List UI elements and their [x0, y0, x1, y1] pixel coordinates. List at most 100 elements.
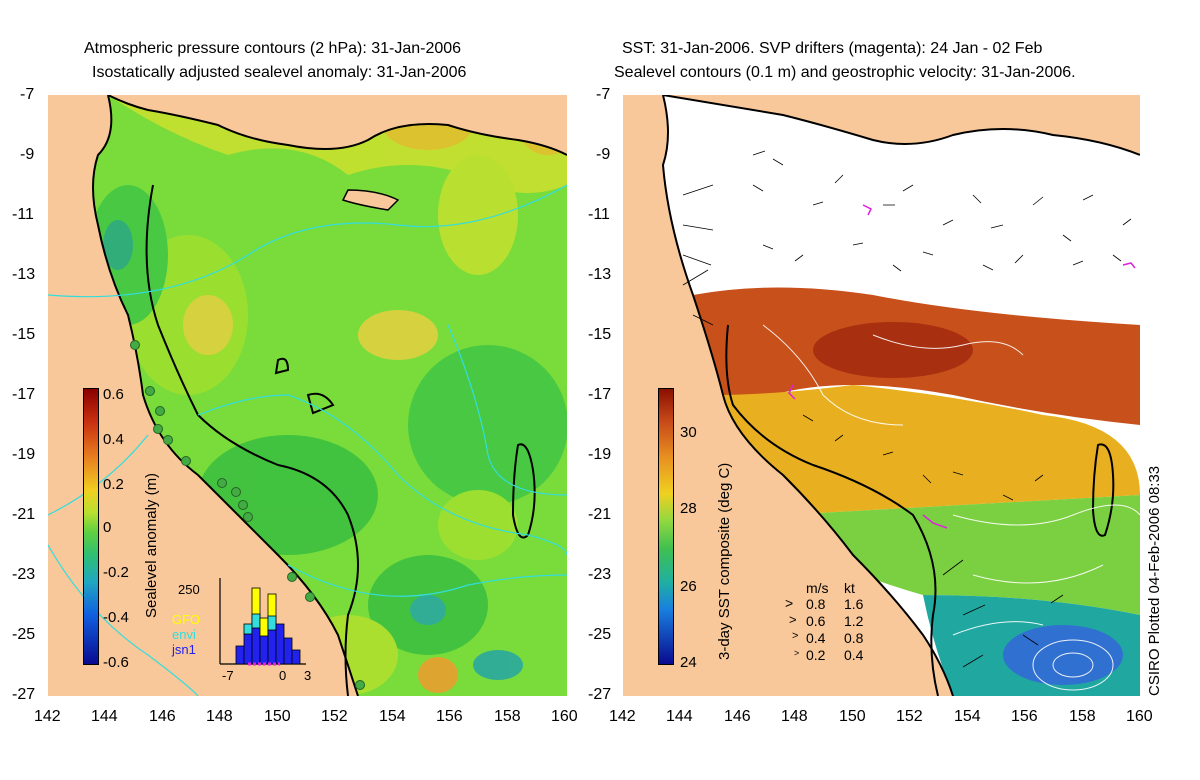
x-tick: 158	[494, 708, 521, 725]
legend-header-ms: m/s	[806, 580, 829, 596]
y-tick: -7	[596, 86, 611, 103]
hist-legend-envi: envi	[172, 627, 196, 642]
png-land	[663, 95, 1140, 155]
x-tick: 150	[839, 708, 866, 725]
y-tick: -13	[12, 266, 36, 283]
x-tick: 146	[724, 708, 751, 725]
legend-kt: 1.6	[844, 596, 864, 612]
coastline	[661, 95, 954, 696]
left-cb-label: Sealevel anomaly (m)	[143, 472, 160, 618]
right-title-line1: SST: 31-Jan-2006. SVP drifters (magenta)…	[622, 40, 1043, 57]
left-cb-tick: 0	[103, 519, 112, 536]
y-tick: -11	[588, 206, 610, 223]
left-cb-tick: 0.4	[103, 431, 124, 448]
x-tick: 156	[1011, 708, 1038, 725]
sst-mid	[713, 385, 1140, 515]
y-tick: -7	[20, 86, 35, 103]
sst-green	[783, 495, 1140, 615]
x-tick: 144	[91, 708, 118, 725]
y-tick: -9	[596, 146, 611, 163]
y-tick: -21	[588, 506, 612, 523]
y-tick: -27	[588, 686, 612, 703]
sealevel-contours	[762, 324, 1140, 691]
png-coastline	[107, 95, 567, 156]
left-cb-tick: -0.4	[103, 609, 129, 626]
y-tick: -9	[20, 146, 35, 163]
australia-land	[623, 95, 953, 696]
x-tick: 160	[1126, 708, 1153, 725]
hist-legend-jsn1: jsn1	[172, 642, 196, 657]
legend-ms: 0.6	[806, 613, 826, 629]
x-tick: 160	[551, 708, 578, 725]
legend-arrow-icon: >	[794, 648, 800, 658]
hist-ymax: 250	[178, 582, 200, 597]
shelf-contour	[725, 324, 939, 696]
legend-kt: 0.4	[844, 647, 864, 663]
solomon-islands	[341, 189, 400, 211]
credit-text: CSIRO Plotted 04-Feb-2006 08:33	[1146, 465, 1163, 696]
velocity-arrows	[682, 150, 1132, 668]
x-tick: 142	[34, 708, 61, 725]
legend-ms: 0.2	[806, 647, 826, 663]
x-tick: 152	[321, 708, 348, 725]
x-tick: 142	[609, 708, 636, 725]
left-map	[48, 95, 567, 696]
legend-arrow-icon: >	[792, 630, 799, 642]
drifters	[788, 204, 1136, 529]
left-cb-tick: 0.6	[103, 386, 124, 403]
australia-land	[48, 95, 358, 696]
x-tick: 154	[954, 708, 981, 725]
left-title-line1: Atmospheric pressure contours (2 hPa): 3…	[84, 40, 462, 57]
hist-x-label: 3	[304, 668, 312, 683]
y-tick: -11	[12, 206, 34, 223]
x-tick: 152	[896, 708, 923, 725]
right-title-line2: Sealevel contours (0.1 m) and geostrophi…	[614, 64, 1076, 81]
y-tick: -15	[588, 326, 612, 343]
hist-legend-gfo: GFO	[172, 612, 201, 627]
left-cb-tick: 0.2	[103, 476, 124, 493]
x-tick: 154	[379, 708, 406, 725]
y-tick: -19	[588, 446, 612, 463]
coastline	[92, 95, 359, 696]
y-tick: -27	[12, 686, 36, 703]
hist-x-label: -7	[222, 668, 234, 683]
left-title-line2: Isostatically adjusted sealevel anomaly:…	[92, 64, 467, 81]
legend-ms: 0.8	[806, 596, 826, 612]
tide-gauges	[130, 340, 365, 690]
legend-ms: 0.4	[806, 630, 826, 646]
y-tick: -23	[12, 566, 36, 583]
right-cb-label: 3-day SST composite (deg C)	[716, 462, 733, 660]
y-tick: -13	[588, 266, 612, 283]
y-tick: -19	[12, 446, 36, 463]
right-map	[623, 95, 1140, 696]
x-tick: 146	[149, 708, 176, 725]
x-tick: 144	[666, 708, 693, 725]
shelf-contour	[145, 184, 359, 696]
right-cb-tick: 28	[680, 500, 697, 517]
right-cb-tick: 24	[680, 654, 697, 671]
right-cb-tick: 30	[680, 424, 697, 441]
y-tick: -25	[588, 626, 612, 643]
x-tick: 150	[264, 708, 291, 725]
y-tick: -23	[588, 566, 612, 583]
x-tick: 148	[781, 708, 808, 725]
png-coastline	[662, 95, 1140, 156]
reef-island	[1091, 443, 1115, 537]
y-tick: -15	[12, 326, 36, 343]
left-cb-tick: -0.2	[103, 564, 129, 581]
left-colorbar	[83, 388, 99, 665]
right-cb-tick: 26	[680, 578, 697, 595]
x-tick: 156	[436, 708, 463, 725]
y-tick: -17	[12, 386, 36, 403]
hist-x-label: 0	[279, 668, 287, 683]
legend-kt: 1.2	[844, 613, 864, 629]
x-tick: 158	[1069, 708, 1096, 725]
right-colorbar	[658, 388, 674, 665]
histogram	[219, 578, 306, 666]
y-tick: -17	[588, 386, 612, 403]
legend-kt: 0.8	[844, 630, 864, 646]
legend-header-kt: kt	[844, 580, 855, 596]
pressure-contours	[48, 184, 567, 696]
y-tick: -21	[12, 506, 36, 523]
legend-arrow-icon: >	[789, 612, 797, 627]
